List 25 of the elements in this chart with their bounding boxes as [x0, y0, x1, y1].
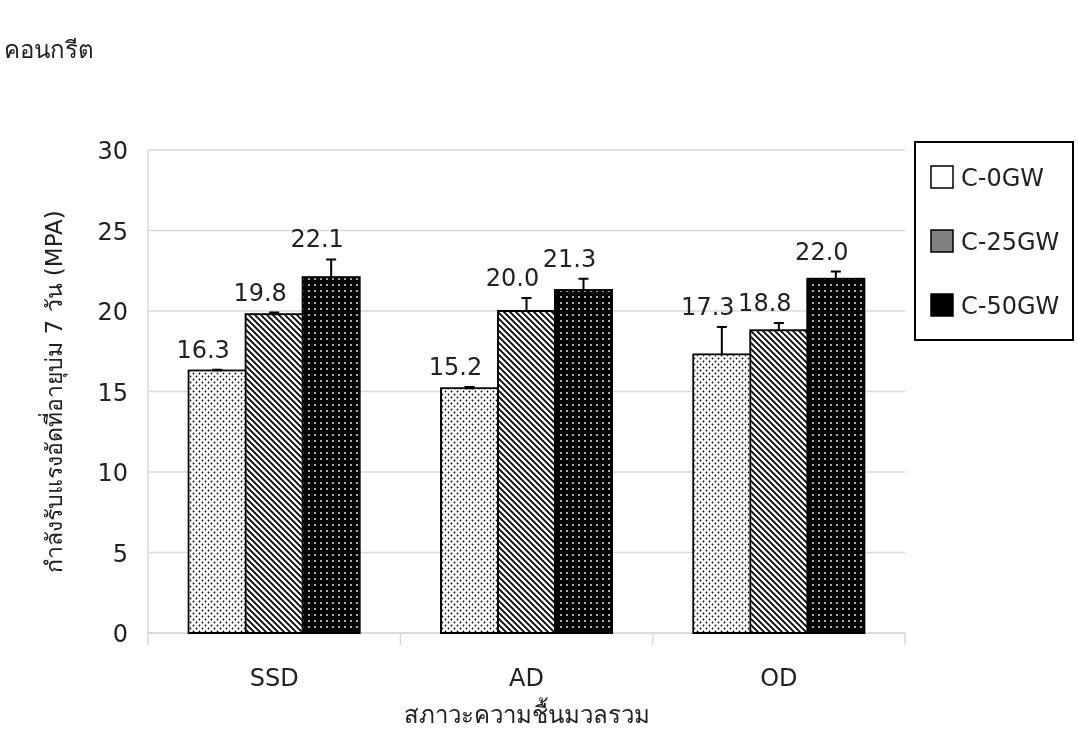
x-axis-title: สภาวะความชื้นมวลรวม: [403, 697, 650, 729]
y-tick-label: 30: [97, 137, 128, 165]
data-label: 22.1: [290, 225, 344, 254]
y-axis-title: กำลังรับแรงอัดที่อายุบ่ม 7 วัน (MPA): [38, 210, 68, 573]
y-tick-label: 0: [112, 620, 128, 648]
data-label: 15.2: [428, 352, 483, 381]
data-label: 21.3: [542, 244, 597, 273]
legend-label: C-50GW: [961, 292, 1060, 320]
data-label: 16.3: [176, 335, 230, 364]
text: คอนกรีต: [4, 36, 94, 64]
data-label: 19.8: [233, 278, 287, 307]
data-label: 22.0: [795, 237, 849, 266]
data-label: 17.3: [681, 293, 735, 322]
data-label: 20.0: [485, 264, 540, 293]
legend-label: C-25GW: [961, 228, 1060, 256]
y-tick-label: 25: [97, 217, 128, 246]
y-tick-label: 10: [97, 459, 128, 487]
x-tick-label: AD: [509, 664, 544, 692]
y-tick-label: 15: [97, 378, 128, 407]
x-tick-label: OD: [760, 664, 798, 692]
legend-label: C-0GW: [961, 164, 1045, 192]
y-tick-label: 20: [97, 298, 128, 326]
data-label: 18.8: [738, 289, 792, 318]
x-tick-label: SSD: [249, 664, 299, 692]
y-tick-label: 5: [112, 539, 128, 568]
